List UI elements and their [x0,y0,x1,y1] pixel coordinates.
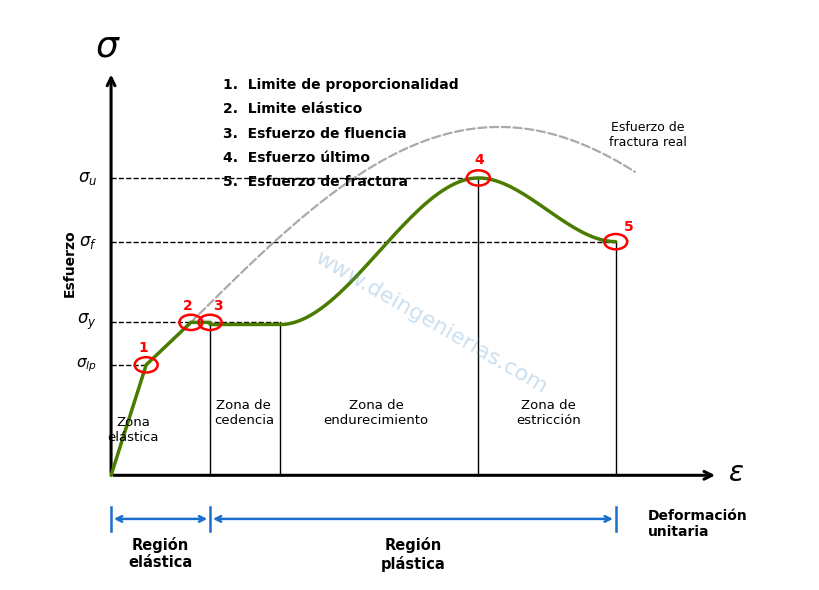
Text: $\sigma$: $\sigma$ [95,30,120,63]
Text: 3.  Esfuerzo de fluencia: 3. Esfuerzo de fluencia [223,126,406,140]
Text: $\sigma_y$: $\sigma_y$ [78,312,97,333]
Text: 5.  Esfuerzo de fractura: 5. Esfuerzo de fractura [223,175,408,189]
Text: $\epsilon$: $\epsilon$ [727,460,744,487]
Text: 1.  Limite de proporcionalidad: 1. Limite de proporcionalidad [223,78,459,92]
Text: Zona de
estricción: Zona de estricción [516,399,581,427]
Text: Esfuerzo: Esfuerzo [62,229,76,297]
Text: 4.  Esfuerzo último: 4. Esfuerzo último [223,151,370,165]
Text: www.deingenierias.com: www.deingenierias.com [310,247,550,397]
Text: Zona de
cedencia: Zona de cedencia [214,399,274,427]
Text: 3: 3 [213,299,223,313]
Text: Región
elástica: Región elástica [129,537,192,571]
Text: Zona de
endurecimiento: Zona de endurecimiento [324,399,428,427]
Text: Esfuerzo de
fractura real: Esfuerzo de fractura real [609,122,686,149]
Text: Deformación
unitaria: Deformación unitaria [648,509,748,539]
Text: 5: 5 [623,220,633,234]
Text: 4: 4 [475,153,485,167]
Text: 2.  Limite elástico: 2. Limite elástico [223,102,362,116]
Text: $\sigma_u$: $\sigma_u$ [78,169,97,187]
Text: $\sigma_{lp}$: $\sigma_{lp}$ [76,356,97,373]
Text: $\sigma_f$: $\sigma_f$ [79,232,97,251]
Text: Zona
elástica: Zona elástica [107,416,159,444]
Text: 1: 1 [138,341,148,355]
Text: 2: 2 [183,299,192,313]
Text: Región
plástica: Región plástica [381,537,446,572]
